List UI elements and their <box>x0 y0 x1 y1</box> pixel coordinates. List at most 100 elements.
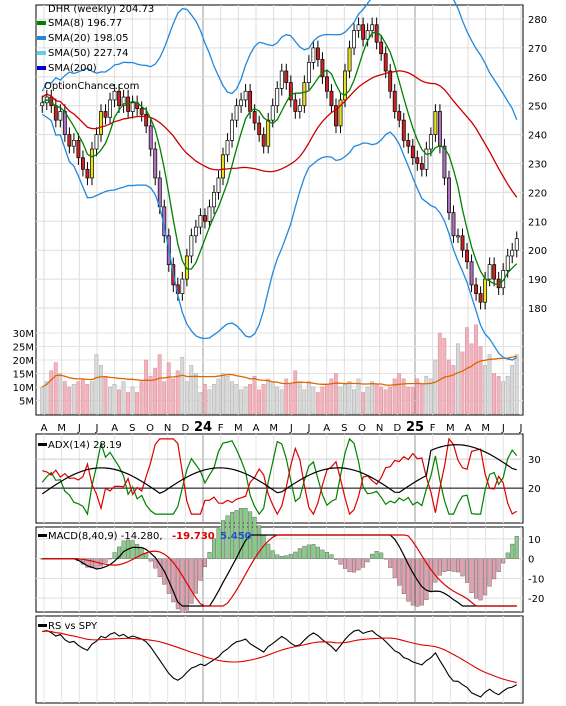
volume-bar <box>401 378 406 415</box>
volume-bar <box>162 381 167 415</box>
macd-histogram-bar <box>343 558 348 569</box>
macd-signal-value: -19.730 <box>172 531 215 542</box>
main-legend: DHR (weekly) 204.73 SMA(8) 196.77 SMA(20… <box>37 4 154 92</box>
price-tick-label: 210 <box>528 217 547 228</box>
volume-bar <box>492 373 496 415</box>
macd-histogram-bar <box>419 558 424 606</box>
candle-body <box>415 157 420 164</box>
candle-body <box>76 140 81 159</box>
price-tick-label: 240 <box>528 131 547 142</box>
candle-body <box>388 70 393 92</box>
candle-body <box>320 59 325 78</box>
macd-histogram-bar <box>333 558 338 560</box>
candle-body <box>356 24 361 31</box>
volume-bar <box>180 357 185 415</box>
volume-bar <box>437 332 442 415</box>
volume-bar <box>474 324 478 415</box>
macd-histogram-bar <box>361 558 366 568</box>
volume-bar <box>410 386 415 415</box>
volume-bar <box>288 384 293 415</box>
candle-body <box>230 119 234 141</box>
volume-bar <box>98 365 103 415</box>
candle-body <box>67 134 72 147</box>
volume-bar <box>406 386 411 415</box>
rs-legend-swatch <box>38 624 47 627</box>
macd-histogram-bar <box>230 511 235 559</box>
volume-bar <box>243 386 248 415</box>
macd-histogram-bar <box>202 558 207 568</box>
volume-bar <box>103 375 108 415</box>
volume-moving-average <box>41 355 517 388</box>
candle-body <box>370 24 375 31</box>
volume-bar <box>153 367 158 415</box>
macd-histogram-bar <box>94 558 99 570</box>
bollinger-upper <box>41 0 518 120</box>
macd-histogram-bar <box>193 558 198 594</box>
macd-histogram-bar <box>406 558 411 602</box>
x-tick-label: J <box>307 423 311 434</box>
volume-bar <box>216 378 221 415</box>
volume-bar <box>469 343 474 415</box>
volume-bar <box>248 384 252 415</box>
macd-histogram-bar <box>257 525 262 559</box>
x-tick-label: F <box>218 423 224 434</box>
price-tick-label: 270 <box>528 44 547 55</box>
volume-bar <box>94 354 99 415</box>
candle-body <box>483 278 488 303</box>
candle-body <box>478 293 483 303</box>
volume-bar <box>58 373 63 415</box>
macd-histogram-bar <box>207 552 212 559</box>
volume-bar <box>397 373 402 415</box>
macd-histogram-bar <box>469 558 474 593</box>
macd-histogram-bar <box>383 558 388 560</box>
volume-bar <box>67 386 72 415</box>
candle-body <box>193 226 198 237</box>
volume-bar <box>44 381 49 415</box>
volume-bar <box>365 386 370 415</box>
volume-bar <box>275 386 280 415</box>
candle-body <box>397 111 402 121</box>
volume-bar <box>130 386 135 415</box>
volume-bar <box>483 365 487 415</box>
candle-body <box>442 145 447 179</box>
macd-histogram-bar <box>496 558 501 572</box>
macd-histogram-bar <box>117 546 122 559</box>
volume-bar <box>356 378 361 415</box>
volume-bar <box>270 381 275 415</box>
price-tick-label: 200 <box>528 246 547 257</box>
candle-body <box>40 102 45 107</box>
candle-body <box>406 140 411 147</box>
panel-frame <box>35 615 524 704</box>
volume-bar <box>302 389 307 415</box>
x-tick-label: M <box>57 423 66 434</box>
candle-body <box>361 24 366 40</box>
candle-body <box>90 148 94 179</box>
x-tick-label: J <box>501 423 505 434</box>
volume-bar <box>352 389 356 415</box>
legend-swatch-sma50 <box>37 51 46 55</box>
rs-title: RS vs SPY <box>48 621 98 632</box>
volume-bar <box>293 370 298 415</box>
price-title: DHR (weekly) 204.73 <box>48 4 154 15</box>
volume-bar <box>49 370 54 415</box>
volume-bar <box>230 381 234 415</box>
panel-frame <box>35 433 524 524</box>
volume-bar <box>392 378 397 415</box>
macd-histogram-bar <box>374 551 379 559</box>
candle-body <box>108 99 112 118</box>
volume-bar <box>157 354 162 415</box>
candle-body <box>153 148 158 179</box>
macd-histogram-bar <box>455 558 461 573</box>
volume-bar <box>460 351 465 415</box>
macd-histogram-bar <box>347 558 352 573</box>
candle-body <box>383 53 388 72</box>
sma8-line <box>41 31 518 286</box>
volume-bar <box>361 392 365 415</box>
volume-bar <box>257 389 261 415</box>
macd-histogram-bar <box>397 558 402 586</box>
price-tick-label: 280 <box>528 15 547 26</box>
candle-body <box>94 134 99 150</box>
candle-body <box>505 255 510 271</box>
volume-bar <box>424 375 429 415</box>
bollinger-lower <box>41 113 518 361</box>
